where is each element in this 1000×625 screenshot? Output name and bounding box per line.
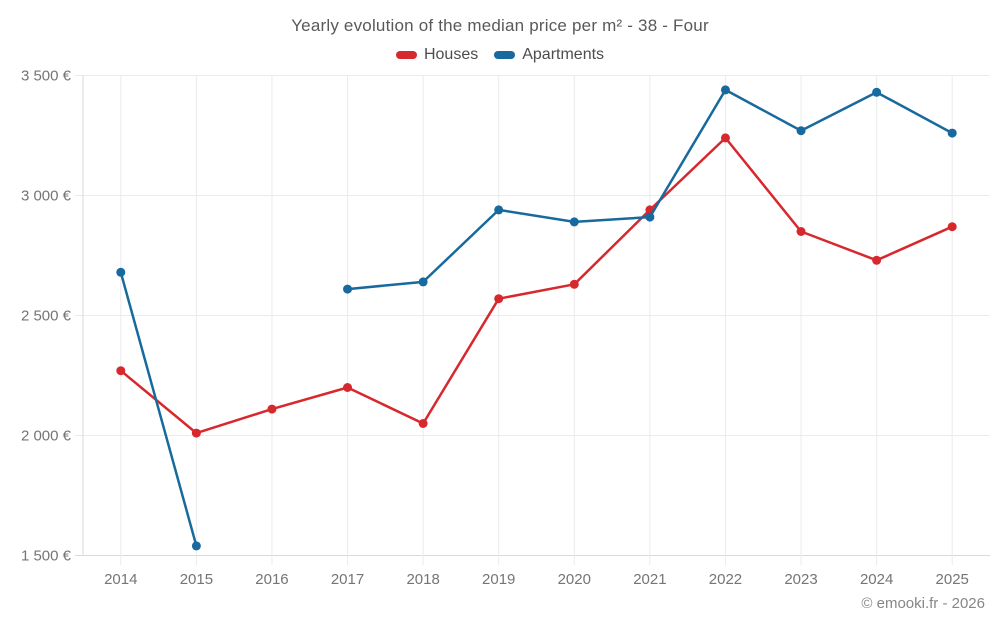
y-axis-tick-label: 3 500 € xyxy=(21,68,72,85)
houses-data-point xyxy=(267,404,277,414)
apartments-series-swatch-icon xyxy=(494,51,516,59)
y-axis-tick-label: 1 500 € xyxy=(21,548,72,565)
legend-item-apartments[interactable]: Apartments xyxy=(494,46,604,64)
apartments-data-point xyxy=(116,267,126,277)
y-axis-tick-label: 2 000 € xyxy=(21,428,72,445)
chart-legend: Houses Apartments xyxy=(0,46,1000,64)
apartments-data-point xyxy=(418,277,428,287)
x-axis-tick-label: 2024 xyxy=(860,571,893,588)
apartments-data-point xyxy=(796,126,806,136)
houses-data-point xyxy=(116,366,126,376)
x-axis-tick-label: 2022 xyxy=(709,571,742,588)
x-axis-tick-label: 2020 xyxy=(558,571,591,588)
legend-item-houses[interactable]: Houses xyxy=(395,46,479,64)
apartments-data-point xyxy=(494,205,504,215)
x-axis-tick-label: 2021 xyxy=(633,571,666,588)
apartments-data-point xyxy=(720,85,730,95)
houses-data-point xyxy=(872,255,882,265)
x-axis-tick-label: 2019 xyxy=(482,571,515,588)
houses-series-line xyxy=(119,136,954,435)
apartments-data-point xyxy=(343,284,353,294)
houses-series-swatch-icon xyxy=(395,51,417,59)
x-axis-tick-label: 2014 xyxy=(104,571,137,588)
apartments-data-point xyxy=(569,217,579,227)
y-axis-tick-label: 3 000 € xyxy=(21,188,72,205)
x-axis-tick-label: 2016 xyxy=(255,571,288,588)
x-axis-tick-label: 2018 xyxy=(406,571,439,588)
apartments-data-point xyxy=(872,87,882,97)
apartments-data-point xyxy=(645,212,655,222)
houses-data-point xyxy=(418,419,428,428)
apartments-data-point xyxy=(947,128,957,138)
x-axis-tick-label: 2023 xyxy=(784,571,817,588)
x-axis-tick-label: 2015 xyxy=(180,571,213,588)
apartments-series-line xyxy=(119,271,198,548)
chart-title: Yearly evolution of the median price per… xyxy=(291,16,709,35)
copyright-credit: © emooki.fr - 2026 xyxy=(861,595,985,612)
apartments-data-point xyxy=(191,541,201,551)
houses-data-point xyxy=(569,279,579,289)
houses-data-point xyxy=(494,294,504,304)
x-axis-tick-label: 2017 xyxy=(331,571,364,588)
houses-data-point xyxy=(720,133,730,143)
houses-data-point xyxy=(191,428,201,438)
houses-data-point xyxy=(947,222,957,232)
y-axis-tick-label: 2 500 € xyxy=(21,308,72,325)
legend-label-apartments: Apartments xyxy=(522,46,605,63)
houses-data-point xyxy=(343,383,353,392)
houses-data-point xyxy=(796,227,806,236)
x-axis-tick-label: 2025 xyxy=(936,571,969,588)
legend-label-houses: Houses xyxy=(423,46,479,63)
